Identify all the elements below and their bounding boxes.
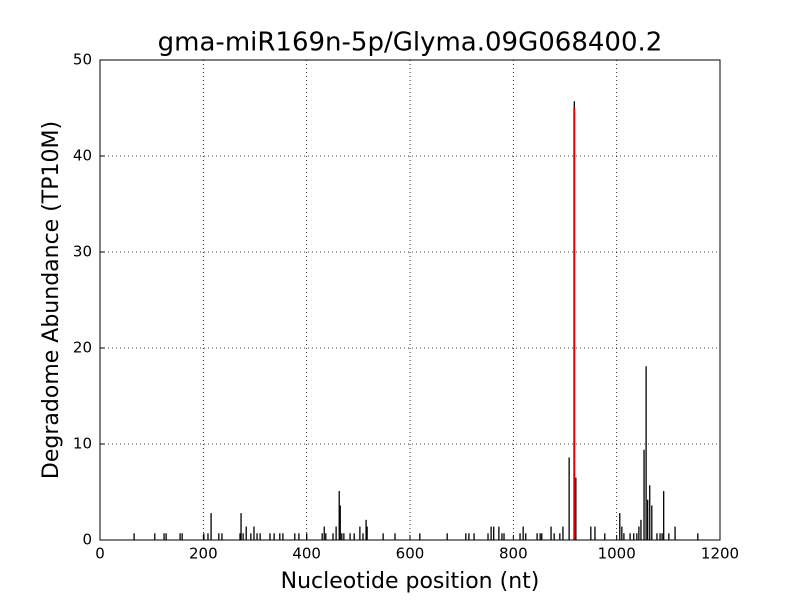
y-tick-label: 20 bbox=[73, 339, 92, 357]
x-tick-label: 0 bbox=[95, 545, 105, 563]
y-tick-label: 50 bbox=[73, 51, 92, 69]
y-axis-label: Degradome Abundance (TP10M) bbox=[39, 121, 64, 479]
x-axis-label: Nucleotide position (nt) bbox=[281, 569, 540, 594]
x-tick-label: 600 bbox=[396, 545, 425, 563]
y-tick-label: 40 bbox=[73, 147, 92, 165]
x-tick-label: 1200 bbox=[701, 545, 739, 563]
x-tick-label: 400 bbox=[292, 545, 321, 563]
y-tick-label: 10 bbox=[73, 435, 92, 453]
x-tick-label: 1000 bbox=[598, 545, 636, 563]
y-tick-label: 0 bbox=[82, 531, 92, 549]
y-tick-label: 30 bbox=[73, 243, 92, 261]
x-tick-label: 800 bbox=[499, 545, 528, 563]
x-tick-label: 200 bbox=[189, 545, 218, 563]
plot-frame bbox=[99, 59, 721, 541]
chart-title: gma-miR169n-5p/Glyma.09G068400.2 bbox=[158, 28, 663, 58]
